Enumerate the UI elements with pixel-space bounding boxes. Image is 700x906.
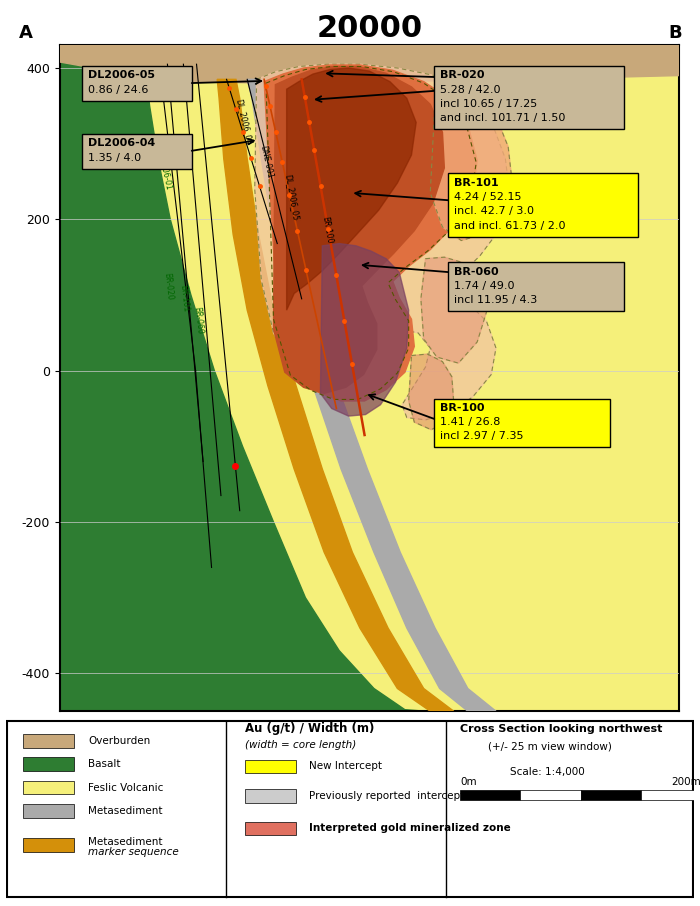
Polygon shape [217, 80, 454, 711]
Bar [641, 790, 700, 800]
Text: DL2006-04: DL2006-04 [88, 139, 155, 149]
Bar [244, 789, 296, 803]
Text: incl 2.97 / 7.35: incl 2.97 / 7.35 [440, 431, 523, 441]
FancyBboxPatch shape [82, 66, 192, 101]
Text: BR-060: BR-060 [192, 306, 204, 335]
Text: and incl. 61.73 / 2.0: and incl. 61.73 / 2.0 [454, 221, 565, 231]
Text: 1.35 / 4.0: 1.35 / 4.0 [88, 153, 141, 163]
FancyBboxPatch shape [448, 173, 638, 236]
Text: Basalt: Basalt [88, 759, 121, 769]
Text: BR-100: BR-100 [440, 403, 484, 413]
Text: BR-020: BR-020 [162, 273, 174, 301]
Text: Scale: 1:4,000: Scale: 1:4,000 [510, 767, 585, 777]
Text: Previously reported  intercept: Previously reported intercept [309, 791, 464, 801]
Polygon shape [421, 257, 486, 363]
Text: Interpreted gold mineralized zone: Interpreted gold mineralized zone [309, 824, 510, 834]
Polygon shape [321, 244, 409, 416]
Bar [460, 790, 521, 800]
Text: 0.86 / 24.6: 0.86 / 24.6 [88, 84, 148, 94]
Polygon shape [264, 65, 477, 401]
Bar [23, 757, 74, 771]
Text: (+/- 25 m view window): (+/- 25 m view window) [488, 742, 612, 752]
Polygon shape [247, 80, 496, 711]
Bar [23, 805, 74, 817]
Text: DL2006-05: DL2006-05 [88, 70, 155, 80]
Text: Cross Section looking northwest: Cross Section looking northwest [460, 724, 663, 734]
Text: Metasediment: Metasediment [88, 805, 163, 815]
Bar [23, 781, 74, 795]
Text: B: B [668, 24, 682, 42]
Text: 0m: 0m [460, 776, 477, 786]
Text: incl 10.65 / 17.25: incl 10.65 / 17.25 [440, 99, 537, 109]
Polygon shape [255, 64, 510, 419]
Polygon shape [287, 68, 416, 310]
Text: BR-101: BR-101 [178, 284, 190, 313]
Bar [244, 822, 296, 835]
Text: BR-020: BR-020 [440, 70, 484, 80]
Text: Overburden: Overburden [88, 736, 150, 746]
Bar [23, 838, 74, 852]
Text: DL_2006_05: DL_2006_05 [283, 173, 300, 221]
Bar [581, 790, 641, 800]
Text: 5.28 / 42.0: 5.28 / 42.0 [440, 84, 500, 94]
Title: 20000: 20000 [316, 14, 422, 43]
Text: marker sequence: marker sequence [88, 847, 179, 857]
Polygon shape [60, 57, 426, 711]
FancyBboxPatch shape [82, 134, 192, 169]
Text: Feslic Volcanic: Feslic Volcanic [88, 783, 164, 793]
Text: New Intercept: New Intercept [309, 761, 382, 771]
Bar [23, 734, 74, 747]
Text: 4.24 / 52.15: 4.24 / 52.15 [454, 192, 522, 202]
Polygon shape [60, 45, 679, 83]
Text: Metasediment: Metasediment [88, 837, 163, 847]
Text: incl 11.95 / 4.3: incl 11.95 / 4.3 [454, 295, 537, 305]
Text: and incl. 101.71 / 1.50: and incl. 101.71 / 1.50 [440, 113, 565, 123]
Text: BR-101: BR-101 [454, 178, 498, 188]
Text: 200m: 200m [671, 776, 700, 786]
Text: (width = core length): (width = core length) [244, 740, 356, 750]
Text: incl. 42.7 / 3.0: incl. 42.7 / 3.0 [454, 207, 533, 217]
FancyBboxPatch shape [434, 399, 610, 448]
Text: 1.41 / 26.8: 1.41 / 26.8 [440, 417, 500, 428]
Text: DL_2006_04: DL_2006_04 [234, 98, 253, 146]
FancyBboxPatch shape [448, 263, 624, 311]
Text: 1.74 / 49.0: 1.74 / 49.0 [454, 281, 514, 291]
FancyBboxPatch shape [434, 66, 624, 130]
Bar [521, 790, 581, 800]
Text: DNE-001: DNE-001 [258, 145, 274, 179]
Polygon shape [409, 354, 454, 429]
Text: BR-100: BR-100 [321, 216, 334, 244]
Polygon shape [274, 66, 444, 393]
Text: Au (g/t) / Width (m): Au (g/t) / Width (m) [244, 722, 374, 735]
Text: BR-060: BR-060 [454, 266, 498, 276]
Bar [244, 760, 296, 773]
Text: DL_2006-01: DL_2006-01 [155, 144, 174, 191]
Polygon shape [430, 97, 512, 240]
Text: A: A [19, 24, 33, 42]
